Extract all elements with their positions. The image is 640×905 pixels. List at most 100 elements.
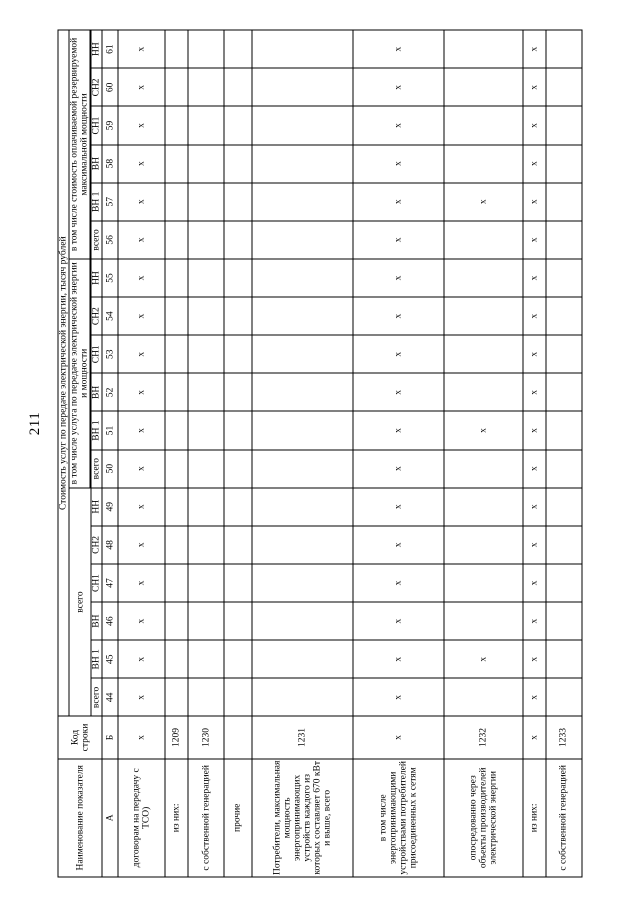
cell-r2-c51	[188, 410, 225, 450]
cell-r4-c52	[251, 372, 354, 411]
cell-r6-c48	[444, 525, 523, 564]
cell-r5-c59: х	[353, 105, 445, 145]
cell-r0-c47: х	[118, 563, 165, 602]
cell-r4-c59	[251, 105, 354, 145]
cell-r1-c51	[164, 410, 189, 450]
cell-r4-c49	[251, 487, 354, 526]
cell-r0-c48: х	[118, 525, 165, 564]
cell-r6-c44	[444, 677, 523, 716]
cell-r0-c56: х	[118, 220, 165, 259]
cell-r7-c59: х	[522, 105, 546, 145]
cell-r7-c44: х	[522, 677, 546, 716]
cell-r0-c45: х	[118, 639, 165, 678]
numrow-51: 51	[102, 410, 119, 450]
cell-r3-c52	[224, 372, 252, 411]
numrow-54: 54	[102, 296, 119, 335]
subheader-nn-2: НН	[91, 258, 103, 297]
cell-r8-c51	[545, 410, 582, 450]
cell-r6-c53	[444, 334, 523, 373]
header-group-in-total-reserved: в том числе стоимость оплачиваемой резер…	[69, 29, 91, 259]
cell-r5-c50: х	[353, 449, 445, 488]
cell-r4-c46	[251, 601, 354, 640]
numrow-45: 45	[102, 639, 119, 678]
subheader-nn-1: НН	[91, 487, 103, 526]
numrow-46: 46	[102, 601, 119, 640]
cell-r5-c52: х	[353, 372, 445, 411]
cell-r4-c55	[251, 258, 354, 297]
subheader-vn1-1: ВН 1	[91, 639, 103, 678]
numrow-49: 49	[102, 487, 119, 526]
header-group-total: всего	[69, 487, 92, 716]
cell-r2-c50	[188, 449, 225, 488]
row-code: 1233	[545, 715, 582, 759]
cell-r2-c44	[188, 677, 225, 716]
cell-r2-c48	[188, 525, 225, 564]
cell-r8-c58	[545, 144, 582, 183]
cell-r1-c59	[164, 105, 189, 145]
cell-r0-c58: х	[118, 144, 165, 183]
cell-r7-c50: х	[522, 449, 546, 488]
cell-r6-c58	[444, 144, 523, 183]
header-col-name: Наименование показателя	[58, 758, 103, 877]
cell-r2-c45	[188, 639, 225, 678]
subheader-nn-3: НН	[91, 29, 103, 68]
cell-r2-c55	[188, 258, 225, 297]
numrow-53: 53	[102, 334, 119, 373]
numrow-name: А	[102, 758, 119, 877]
cell-r2-c57	[188, 182, 225, 221]
cell-r3-c54	[224, 296, 252, 335]
cell-r6-c45: х	[444, 639, 523, 678]
cell-r1-c48	[164, 525, 189, 564]
cell-r6-c60	[444, 67, 523, 106]
cell-r2-c60	[188, 67, 225, 106]
row-code: 1230	[188, 715, 225, 759]
subheader-sn2-2: СН2	[91, 296, 103, 335]
subheader-total-1: всего	[91, 677, 103, 716]
cell-r0-c57: х	[118, 182, 165, 221]
cell-r0-c53: х	[118, 334, 165, 373]
row-label: в том числе энергопринимающими устройств…	[353, 758, 445, 877]
cell-r5-c53: х	[353, 334, 445, 373]
numrow-57: 57	[102, 182, 119, 221]
cell-r1-c46	[164, 601, 189, 640]
cell-r8-c49	[545, 487, 582, 526]
cell-r7-c54: х	[522, 296, 546, 335]
row-code: 1231	[251, 715, 354, 759]
cell-r1-c61	[164, 29, 189, 68]
cell-r8-c61	[545, 29, 582, 68]
cell-r3-c55	[224, 258, 252, 297]
cell-r7-c49: х	[522, 487, 546, 526]
row-label: договорам на передачу с ТСО)	[118, 758, 165, 877]
cell-r7-c46: х	[522, 601, 546, 640]
numrow-56: 56	[102, 220, 119, 259]
cell-r4-c53	[251, 334, 354, 373]
cell-r6-c51: х	[444, 410, 523, 450]
cell-r4-c56	[251, 220, 354, 259]
cell-r2-c47	[188, 563, 225, 602]
cell-r3-c47	[224, 563, 252, 602]
cell-r0-c46: х	[118, 601, 165, 640]
cell-r5-c58: х	[353, 144, 445, 183]
cell-r0-c61: х	[118, 29, 165, 68]
cell-r3-c58	[224, 144, 252, 183]
cell-r2-c46	[188, 601, 225, 640]
cell-r0-c55: х	[118, 258, 165, 297]
cell-r3-c53	[224, 334, 252, 373]
column-number-row: А Б 44 45 46 47 48 49 50 51 52 53 54 55 …	[102, 29, 119, 877]
cell-r7-c48: х	[522, 525, 546, 564]
cell-r1-c50	[164, 449, 189, 488]
subheader-vn1-2: ВН 1	[91, 410, 103, 450]
cell-r5-c51: х	[353, 410, 445, 450]
numrow-50: 50	[102, 449, 119, 488]
cell-r6-c54	[444, 296, 523, 335]
table-row: с собственной генерацией 1230	[188, 29, 225, 877]
cell-r1-c44	[164, 677, 189, 716]
cell-r8-c59	[545, 105, 582, 145]
cell-r1-c52	[164, 372, 189, 411]
row-label: из них:	[522, 758, 546, 877]
numrow-58: 58	[102, 144, 119, 183]
table-row: из них: х х х х х х х х х х х х х х х х х х х	[522, 29, 546, 877]
table-row: прочие	[224, 29, 252, 877]
cell-r8-c50	[545, 449, 582, 488]
header-group-cost: Стоимость услуг по передаче электрическо…	[58, 29, 70, 716]
